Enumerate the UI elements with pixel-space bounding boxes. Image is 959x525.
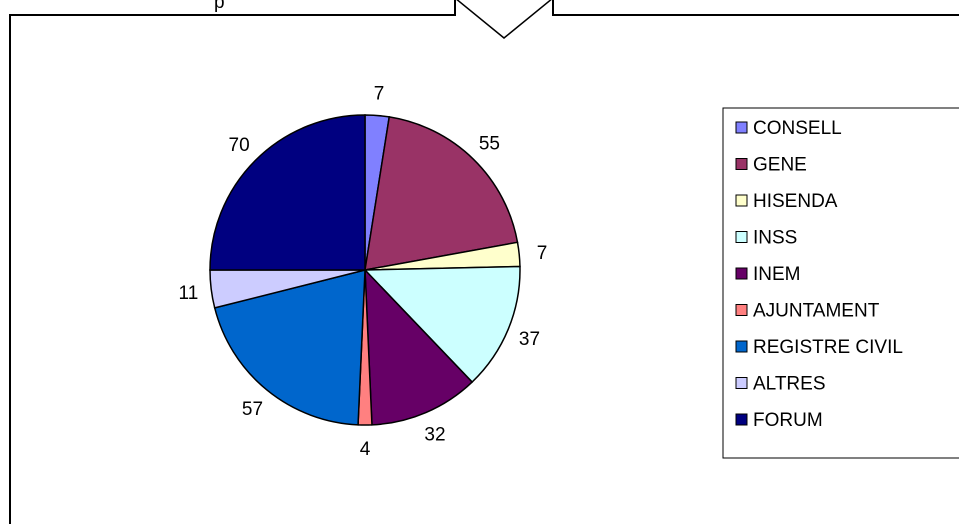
legend-label-registre-civil: REGISTRE CIVIL [753,337,903,358]
legend-label-forum: FORUM [753,410,823,431]
legend-box [722,107,959,459]
legend-swatch-hisenda [735,194,748,207]
legend-swatch-inss [735,231,748,243]
legend-swatch-gene [735,158,748,170]
data-label-altres: 11 [179,283,199,304]
legend-label-altres: ALTRES [753,374,826,395]
pie-slice-registre-civil [213,269,366,426]
pie-slice-inem [364,268,474,426]
data-label-consell: 7 [374,84,385,105]
callout-pointer [456,0,552,39]
data-label-registre-civil: 57 [242,399,263,420]
legend-label-consell: CONSELL [753,118,842,139]
pie-data-labels: 7 55 7 37 32 4 57 11 70 [179,84,548,461]
legend-swatch-inem [735,267,748,280]
legend-swatch-registre-civil [735,340,748,353]
legend-label-gene: GENE [753,155,807,176]
legend-label-hisenda: HISENDA [753,191,838,212]
legend: CONSELL GENE HISENDA INSS INEM AJUNTAMENT REGI… [722,107,959,459]
legend-label-inss: INSS [753,228,797,249]
header-text: p [214,0,225,13]
pie-slices [209,114,521,426]
legend-label-inem: INEM [753,264,801,285]
legend-swatch-ajuntament [735,304,748,316]
data-label-inss: 37 [519,329,540,350]
legend-label-ajuntament: AJUNTAMENT [753,301,880,322]
legend-items: CONSELL GENE HISENDA INSS INEM AJUNTAMENT REGI… [735,118,903,431]
data-label-forum: 70 [229,135,250,156]
pie-slice-gene [364,116,519,271]
data-label-hisenda: 7 [537,243,548,264]
legend-swatch-altres [735,377,748,389]
data-label-gene: 55 [479,134,500,155]
data-label-ajuntament: 4 [360,439,371,460]
legend-swatch-forum [735,413,748,426]
chart-frame [9,0,959,524]
pie-slice-inss [363,265,521,384]
data-label-inem: 32 [424,425,445,446]
legend-swatch-consell [735,121,748,134]
pie-slice-forum [209,114,366,271]
